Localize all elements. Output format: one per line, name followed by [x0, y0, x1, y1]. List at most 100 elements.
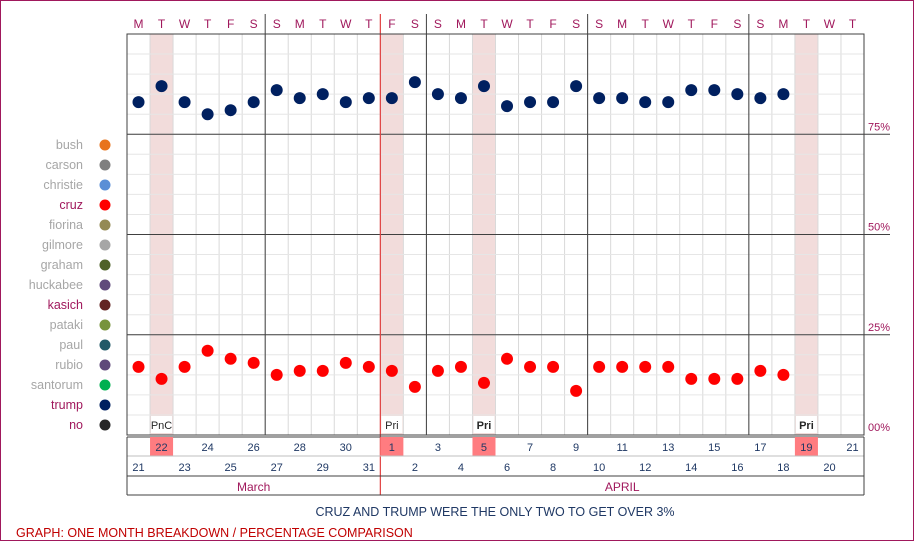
- data-point-trump: [731, 88, 744, 101]
- weekday-label: T: [526, 17, 534, 31]
- weekday-label: M: [617, 17, 627, 31]
- chart-footer: GRAPH: ONE MONTH BREAKDOWN / PERCENTAGE …: [16, 526, 413, 540]
- weekday-label: T: [803, 17, 811, 31]
- weekday-label: S: [572, 17, 580, 31]
- data-point-trump: [454, 92, 467, 105]
- data-point-trump: [570, 80, 583, 93]
- date-label: 4: [458, 462, 464, 474]
- data-point-cruz: [547, 360, 560, 373]
- weekday-label: W: [501, 17, 513, 31]
- data-point-trump: [178, 96, 191, 109]
- date-label: 25: [225, 462, 237, 474]
- legend-label: paul: [59, 338, 83, 352]
- data-point-cruz: [708, 372, 721, 385]
- legend-label: gilmore: [42, 238, 83, 252]
- weekday-label: S: [434, 17, 442, 31]
- month-label: APRIL: [605, 480, 640, 494]
- legend-label: graham: [41, 258, 83, 272]
- weekday-label: W: [824, 17, 836, 31]
- data-point-trump: [408, 76, 421, 89]
- data-point-trump: [316, 88, 329, 101]
- weekday-label: M: [456, 17, 466, 31]
- legend-label: bush: [56, 138, 83, 152]
- data-point-cruz: [593, 360, 606, 373]
- legend-label: no: [69, 418, 83, 432]
- date-label: 6: [504, 462, 510, 474]
- event-date-highlight: [380, 437, 404, 456]
- date-axis: 2122232425262728293031123456789101112131…: [126, 436, 865, 496]
- data-point-cruz: [454, 360, 467, 373]
- date-label: 5: [481, 442, 487, 454]
- legend-marker: [99, 179, 111, 191]
- weekday-label: T: [365, 17, 373, 31]
- data-point-cruz: [731, 372, 744, 385]
- weekday-label: M: [295, 17, 305, 31]
- date-label: 24: [201, 442, 213, 454]
- date-label: 27: [271, 462, 283, 474]
- data-point-cruz: [339, 356, 352, 369]
- date-label: 13: [662, 442, 674, 454]
- date-label: 26: [248, 442, 260, 454]
- weekday-label: F: [711, 17, 718, 31]
- event-date-highlight: [150, 437, 174, 456]
- plot-border: [126, 33, 865, 436]
- data-point-cruz: [316, 364, 329, 377]
- date-label: 29: [317, 462, 329, 474]
- legend-marker: [99, 399, 111, 411]
- data-point-cruz: [270, 368, 283, 381]
- weekday-label: W: [340, 17, 352, 31]
- data-point-trump: [777, 88, 790, 101]
- data-point-cruz: [201, 344, 214, 357]
- legend-label: santorum: [31, 378, 83, 392]
- data-point-cruz: [293, 364, 306, 377]
- data-point-cruz: [155, 372, 168, 385]
- y-tick-label: 25%: [868, 322, 890, 334]
- weekday-label: F: [549, 17, 556, 31]
- weekday-label: W: [179, 17, 191, 31]
- data-point-cruz: [570, 384, 583, 397]
- date-label: 30: [340, 442, 352, 454]
- weekday-label: F: [388, 17, 395, 31]
- data-point-cruz: [777, 368, 790, 381]
- legend-marker: [99, 239, 111, 251]
- weekday-label: T: [319, 17, 327, 31]
- data-point-cruz: [754, 364, 767, 377]
- legend-marker: [99, 379, 111, 391]
- data-point-trump: [247, 96, 260, 109]
- data-point-trump: [201, 108, 214, 121]
- date-label: 17: [754, 442, 766, 454]
- data-point-trump: [362, 92, 375, 105]
- legend-label: cruz: [59, 198, 83, 212]
- weekday-label: S: [733, 17, 741, 31]
- date-label: 8: [550, 462, 556, 474]
- data-point-trump: [616, 92, 629, 105]
- data-point-trump: [754, 92, 767, 105]
- legend-marker: [99, 279, 111, 291]
- data-point-trump: [155, 80, 168, 93]
- data-point-trump: [477, 80, 490, 93]
- event-label: Pri: [385, 420, 398, 432]
- date-label: 15: [708, 442, 720, 454]
- legend-label: kasich: [48, 298, 83, 312]
- legend-marker: [99, 199, 111, 211]
- legend-label: trump: [51, 398, 83, 412]
- data-point-trump: [685, 84, 698, 97]
- legend-marker: [99, 319, 111, 331]
- date-label: 21: [132, 462, 144, 474]
- weekday-label: M: [778, 17, 788, 31]
- event-label-bg: [473, 416, 495, 433]
- data-point-cruz: [685, 372, 698, 385]
- date-label: 22: [155, 442, 167, 454]
- date-label: 16: [731, 462, 743, 474]
- data-point-cruz: [431, 364, 444, 377]
- y-tick-label: 50%: [868, 222, 890, 234]
- data-point-cruz: [616, 360, 629, 373]
- date-label: 11: [616, 442, 627, 454]
- data-point-trump: [662, 96, 675, 109]
- weekday-label: F: [227, 17, 234, 31]
- legend-label: fiorina: [49, 218, 83, 232]
- date-label: 14: [685, 462, 697, 474]
- weekday-label: T: [204, 17, 212, 31]
